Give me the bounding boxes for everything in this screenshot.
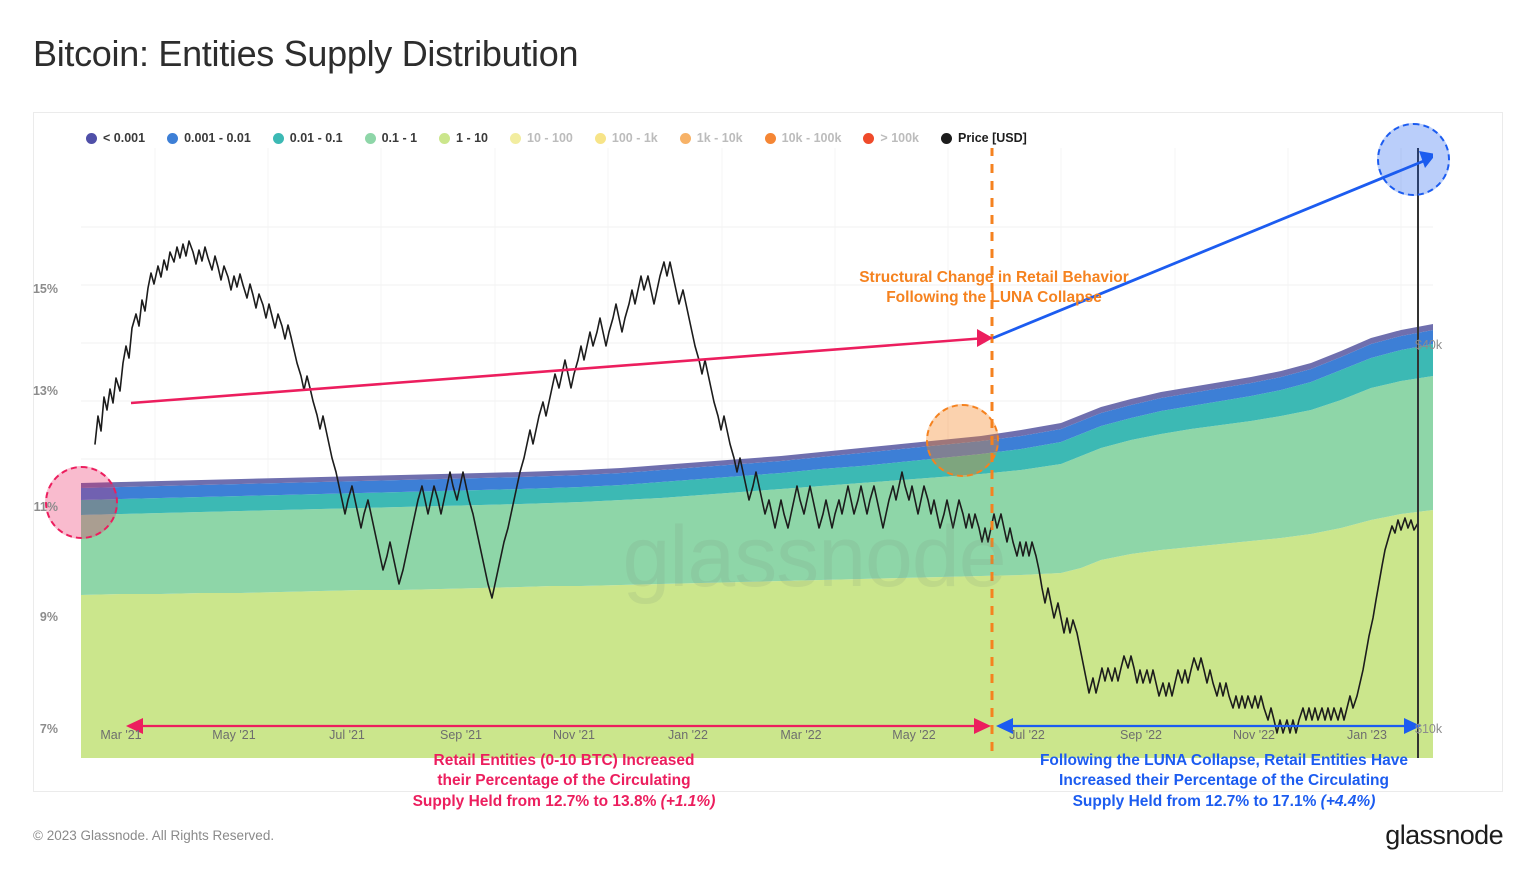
glassnode-logo: glassnode bbox=[1385, 820, 1503, 850]
stacked-areas bbox=[81, 324, 1433, 758]
annotation-delta: (+4.4%) bbox=[1320, 792, 1376, 810]
annotation-main: Supply Held from 12.7% to 13.8% bbox=[412, 792, 661, 810]
chart-card: < 0.001 0.001 - 0.01 0.01 - 0.1 0.1 - 1 … bbox=[33, 112, 1503, 810]
legend-item-4[interactable]: 1 - 10 bbox=[439, 131, 488, 145]
annotation-line: Structural Change in Retail Behavior bbox=[859, 269, 1129, 286]
annotation-line: Following the LUNA Collapse bbox=[886, 289, 1102, 307]
x-axis-tick-7: May '22 bbox=[892, 728, 936, 742]
legend-item-price[interactable]: Price [USD] bbox=[941, 131, 1027, 145]
annotation-line: Supply Held from 12.7% to 13.8% (+1.1%) bbox=[344, 792, 784, 812]
legend-label: 0.1 - 1 bbox=[381, 131, 418, 145]
y-axis-tick-11: 11% bbox=[33, 500, 58, 514]
marker-start-pink bbox=[45, 466, 118, 539]
legend-item-6[interactable]: 100 - 1k bbox=[594, 131, 658, 145]
copyright-text: © 2023 Glassnode. All Rights Reserved. bbox=[33, 828, 275, 843]
annotation-line: Following the LUNA Collapse, Retail Enti… bbox=[1039, 752, 1409, 769]
annotation-line: their Percentage of the Circulating bbox=[437, 772, 691, 790]
annotation-retail-increase-post: Following the LUNA Collapse, Retail Enti… bbox=[974, 751, 1474, 812]
price-axis-tick-10k: $10k bbox=[1415, 722, 1443, 736]
y-axis-tick-9: 9% bbox=[39, 610, 58, 624]
plot-area bbox=[81, 148, 1433, 758]
legend-item-9[interactable]: > 100k bbox=[863, 131, 919, 145]
legend-item-0[interactable]: < 0.001 bbox=[86, 131, 145, 145]
x-axis-tick-6: Mar '22 bbox=[780, 728, 822, 742]
x-axis-tick-4: Nov '21 bbox=[553, 728, 595, 742]
x-axis-tick-11: Jan '23 bbox=[1347, 728, 1387, 742]
legend-color-dot bbox=[510, 132, 522, 144]
legend-item-2[interactable]: 0.01 - 0.1 bbox=[272, 131, 343, 145]
glassnode-watermark: glassnode bbox=[622, 509, 1006, 605]
marker-end-blue bbox=[1377, 123, 1450, 196]
x-axis-tick-10: Nov '22 bbox=[1233, 728, 1275, 742]
x-axis-tick-2: Jul '21 bbox=[329, 728, 365, 742]
annotation-delta: (+1.1%) bbox=[660, 792, 716, 810]
legend-label: > 100k bbox=[880, 131, 920, 145]
annotation-structural-change: Structural Change in Retail Behavior Fol… bbox=[794, 268, 1194, 309]
annotation-line: Supply Held from 12.7% to 17.1% (+4.4%) bbox=[974, 792, 1474, 812]
area-0.01-0.1 bbox=[81, 344, 1433, 515]
legend-color-dot bbox=[941, 132, 953, 144]
blue-range-arrow bbox=[996, 718, 1421, 734]
legend-color-dot bbox=[272, 132, 284, 144]
legend-label: 1 - 10 bbox=[456, 131, 489, 145]
x-axis-tick-8: Jul '22 bbox=[1009, 728, 1045, 742]
legend-label: < 0.001 bbox=[103, 131, 146, 145]
legend-color-dot bbox=[594, 132, 606, 144]
legend-color-dot bbox=[364, 132, 376, 144]
x-axis-tick-0: Mar '21 bbox=[100, 728, 142, 742]
y-axis-tick-15: 15% bbox=[32, 282, 58, 296]
y-axis-tick-13: 13% bbox=[32, 384, 58, 398]
x-axis-tick-1: May '21 bbox=[212, 728, 256, 742]
legend-item-3[interactable]: 0.1 - 1 bbox=[364, 131, 418, 145]
legend-color-dot bbox=[863, 132, 875, 144]
legend-label: 10k - 100k bbox=[781, 131, 842, 145]
legend-color-dot bbox=[86, 132, 97, 144]
annotation-line: Retail Entities (0-10 BTC) Increased bbox=[433, 752, 695, 769]
legend-color-dot bbox=[679, 132, 691, 144]
page-title: Bitcoin: Entities Supply Distribution bbox=[33, 33, 579, 74]
area-1-10 bbox=[81, 510, 1433, 758]
legend-label: 10 - 100 bbox=[527, 131, 573, 145]
legend-label: 100 - 1k bbox=[611, 131, 658, 145]
legend-color-dot bbox=[439, 132, 451, 144]
annotation-main: Supply Held from 12.7% to 17.1% bbox=[1072, 792, 1321, 810]
blue-trend-arrow bbox=[992, 151, 1433, 340]
legend-item-5[interactable]: 10 - 100 bbox=[510, 131, 573, 145]
legend-item-8[interactable]: 10k - 100k bbox=[764, 131, 842, 145]
pink-range-arrow bbox=[126, 718, 991, 734]
legend-color-dot bbox=[764, 132, 776, 144]
pink-trend-arrow bbox=[130, 329, 993, 405]
legend-label: 1k - 10k bbox=[696, 131, 743, 145]
chart-svg bbox=[81, 148, 1433, 758]
x-axis-tick-3: Sep '21 bbox=[439, 728, 482, 742]
price-line bbox=[94, 240, 1419, 734]
legend-label: Price [USD] bbox=[958, 131, 1027, 145]
area-0.001-0.01 bbox=[81, 330, 1433, 500]
chart-legend: < 0.001 0.001 - 0.01 0.01 - 0.1 0.1 - 1 … bbox=[86, 128, 1049, 148]
legend-label: 0.01 - 0.1 bbox=[289, 131, 343, 145]
legend-item-7[interactable]: 1k - 10k bbox=[679, 131, 743, 145]
y-axis-tick-7: 7% bbox=[39, 722, 58, 736]
legend-item-1[interactable]: 0.001 - 0.01 bbox=[167, 131, 251, 145]
annotation-retail-increase-pre: Retail Entities (0-10 BTC) Increased the… bbox=[344, 751, 784, 812]
annotation-line: Increased their Percentage of the Circul… bbox=[1059, 772, 1389, 790]
legend-label: 0.001 - 0.01 bbox=[184, 131, 251, 145]
x-axis-tick-9: Sep '22 bbox=[1119, 728, 1162, 742]
price-axis-tick-40k: $40k bbox=[1415, 338, 1443, 352]
area-0.1-1 bbox=[81, 376, 1433, 595]
marker-luna-orange bbox=[926, 404, 999, 477]
legend-color-dot bbox=[167, 132, 179, 144]
x-axis-tick-5: Jan '22 bbox=[668, 728, 708, 742]
